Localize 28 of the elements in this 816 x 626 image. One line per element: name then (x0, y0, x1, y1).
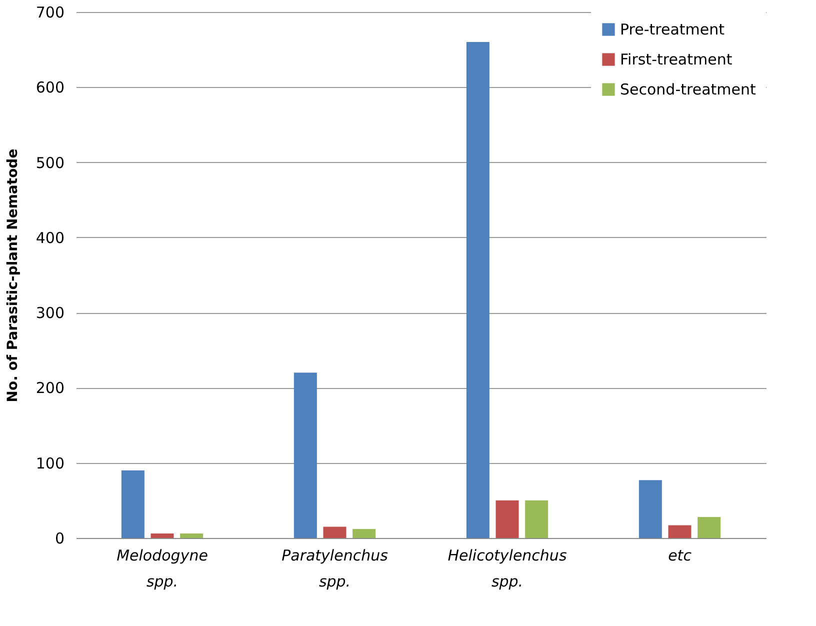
legend-label: First-treatment (620, 50, 732, 68)
y-tick-label: 600 (36, 78, 64, 97)
y-axis-title: No. of Parasitic-plant Nematode (4, 148, 21, 402)
bar (180, 533, 204, 538)
y-tick-label: 500 (36, 154, 64, 172)
bar (698, 516, 721, 538)
bar (294, 372, 317, 538)
bar (638, 480, 662, 538)
bar (352, 528, 376, 538)
bar (323, 526, 346, 538)
bar (668, 525, 692, 538)
x-tick-label: etc (668, 546, 692, 564)
bar (150, 533, 174, 538)
x-tick-label: Paratylenchus spp. (282, 546, 388, 590)
y-tick-label: 400 (36, 228, 64, 247)
bar (496, 500, 519, 538)
x-tick-label: Helicotylenchus spp. (448, 546, 567, 590)
y-tick-label: 100 (36, 454, 64, 472)
x-tick-label: Melodogyne spp. (116, 546, 208, 590)
bar (121, 470, 144, 538)
y-tick-label: 200 (36, 379, 64, 398)
bar (525, 500, 548, 538)
y-tick-label: 700 (36, 4, 64, 22)
y-tick-label: 0 (54, 530, 64, 548)
legend-label: Pre-treatment (620, 20, 725, 38)
bar (466, 42, 490, 538)
y-tick-label: 300 (36, 304, 64, 322)
legend-label: Second-treatment (620, 80, 756, 98)
